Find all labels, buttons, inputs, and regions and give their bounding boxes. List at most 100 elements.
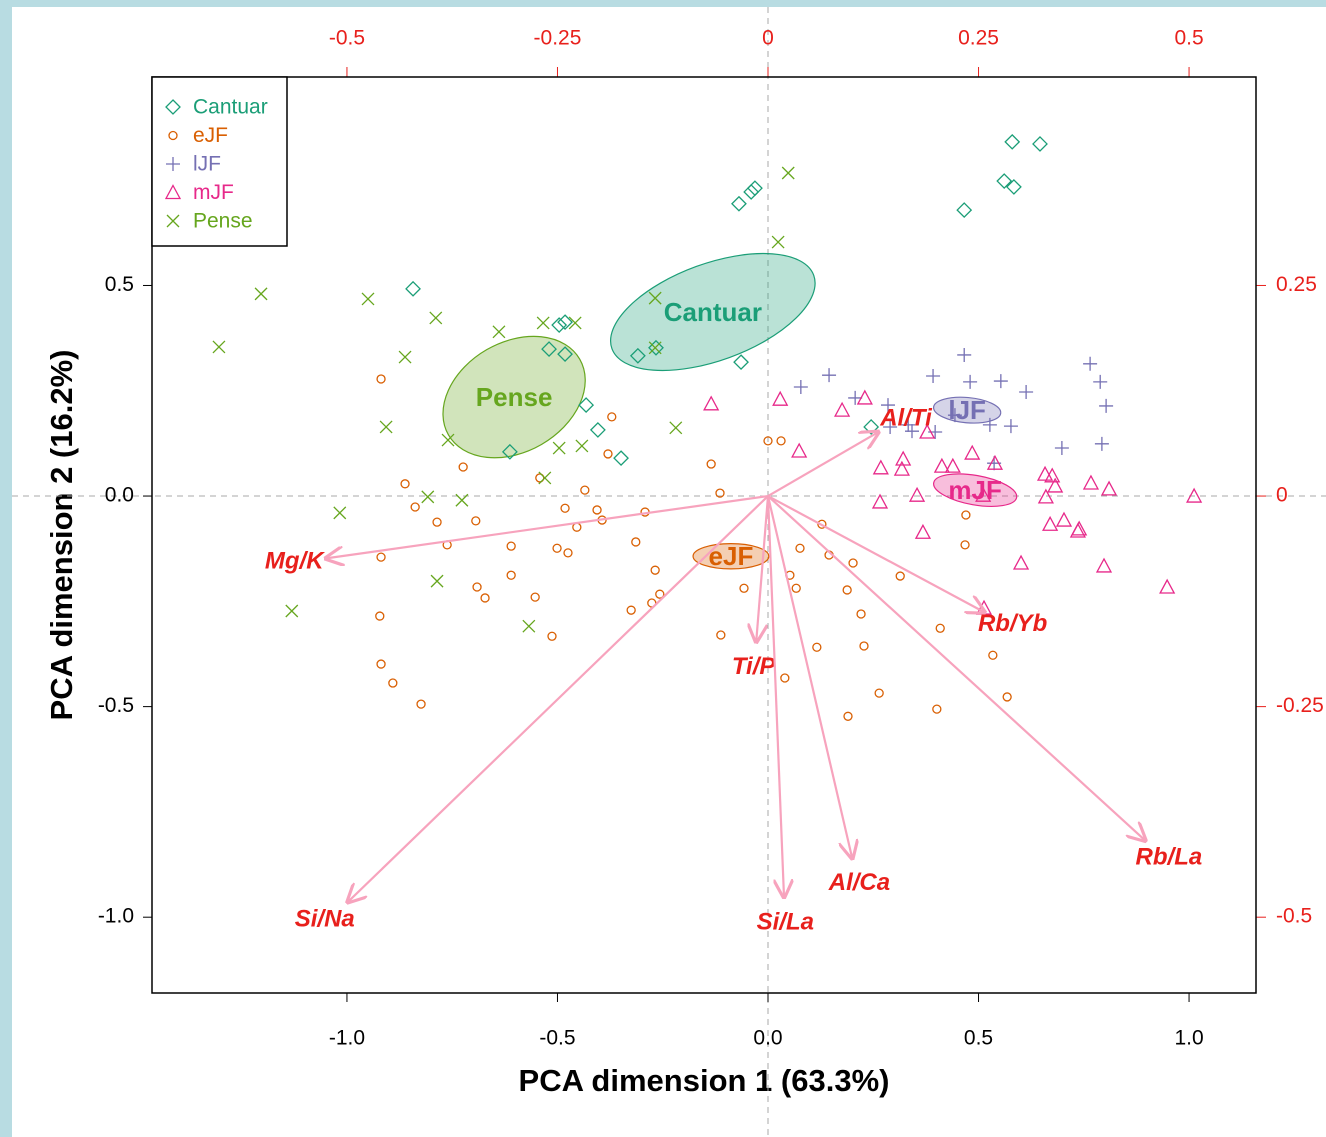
point [361, 292, 375, 306]
point [285, 604, 299, 618]
point [535, 473, 545, 483]
point [776, 436, 786, 446]
point [1002, 692, 1012, 702]
point [996, 173, 1013, 189]
point [551, 317, 568, 333]
point [739, 583, 749, 593]
point [405, 280, 421, 297]
point [1095, 557, 1113, 573]
plot-frame [151, 76, 1257, 994]
point [919, 423, 936, 439]
point [536, 316, 550, 330]
point [947, 408, 962, 423]
legend: Cantuar eJF lJF mJF Pense [151, 76, 288, 247]
point [956, 202, 973, 219]
point [957, 347, 972, 362]
point [795, 543, 805, 553]
loading-label: Si/Na [295, 905, 355, 932]
point [901, 417, 916, 432]
point [648, 341, 662, 355]
y2-tick-label: 0.25 [1276, 273, 1317, 296]
point [781, 166, 795, 180]
point [822, 368, 837, 383]
point [856, 389, 873, 405]
x2-tick-label: 0 [762, 27, 774, 50]
point [1082, 474, 1100, 490]
y-tick-label: -1.0 [98, 905, 134, 928]
point [1032, 136, 1048, 152]
point [872, 459, 889, 475]
group-ellipse [933, 473, 1018, 508]
point [881, 398, 895, 413]
x-tick-label: 0.5 [964, 1027, 993, 1050]
point [1005, 179, 1022, 195]
x-tick-label: -0.5 [539, 1027, 575, 1050]
point [848, 558, 858, 568]
point [1093, 374, 1108, 389]
point [842, 585, 852, 595]
point [376, 374, 386, 384]
legend-label: eJF [193, 124, 228, 147]
x2-tick-label: 0.5 [1174, 27, 1203, 50]
point [856, 609, 866, 619]
point [501, 443, 518, 460]
point [982, 417, 997, 432]
point [410, 502, 420, 512]
x-axis-title: PCA dimension 1 (63.3%) [519, 1063, 890, 1098]
point [1019, 385, 1034, 400]
point [1004, 133, 1021, 150]
point [379, 420, 393, 434]
point [1099, 398, 1114, 413]
point [791, 583, 801, 593]
point [812, 642, 822, 652]
loading-arrow [326, 494, 769, 558]
y-tick-label: -0.5 [98, 694, 134, 717]
legend-marker [168, 130, 178, 141]
ellipse-label: lJF [948, 395, 986, 425]
point [557, 346, 573, 363]
point [471, 516, 481, 526]
loading-arrow [766, 495, 784, 897]
point [747, 180, 763, 197]
point [731, 195, 747, 212]
point [603, 449, 613, 459]
point [706, 459, 716, 469]
point [669, 421, 683, 435]
legend-label: Cantuar [193, 96, 268, 119]
point [376, 552, 386, 562]
point [592, 505, 602, 515]
point [1071, 520, 1088, 536]
loading-label: Rb/Yb [978, 610, 1047, 637]
point [254, 287, 268, 301]
point [716, 630, 726, 640]
point [817, 519, 827, 529]
point [1055, 511, 1073, 527]
point [375, 611, 385, 621]
y2-tick-label: -0.25 [1276, 694, 1324, 717]
point [763, 436, 773, 446]
point [547, 631, 557, 641]
point [580, 485, 590, 495]
loading-label: Al/Ca [828, 869, 890, 896]
point [703, 395, 720, 411]
point [631, 537, 641, 547]
point [914, 523, 932, 539]
point [429, 311, 443, 325]
point [626, 605, 636, 615]
point [212, 340, 226, 354]
y2-tick-label: 0 [1276, 484, 1288, 507]
point [388, 678, 398, 688]
point [538, 471, 552, 485]
x-tick-label: -1.0 [329, 1027, 365, 1050]
legend-marker [165, 99, 181, 115]
point [871, 493, 889, 509]
group-ellipse [609, 252, 816, 372]
point [933, 457, 950, 473]
point [771, 235, 785, 249]
point [944, 457, 961, 473]
point [793, 379, 808, 394]
y-tick-label: 0.0 [105, 484, 134, 507]
point [905, 424, 919, 439]
point [472, 582, 482, 592]
point [376, 659, 386, 669]
